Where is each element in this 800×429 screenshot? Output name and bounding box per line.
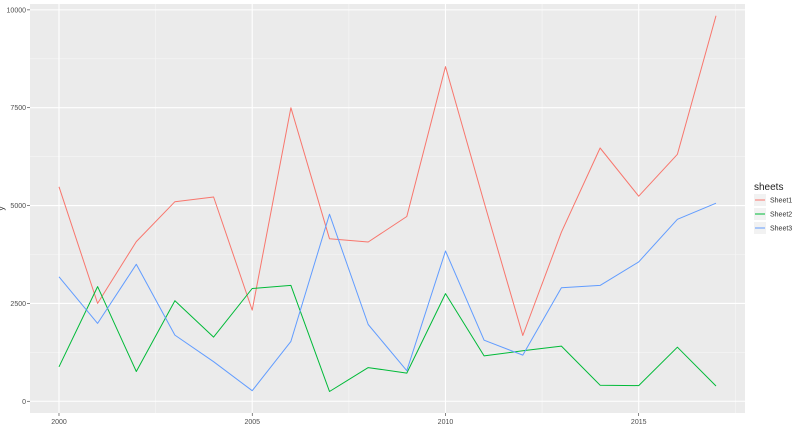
y-tick-label: 10000 — [7, 7, 27, 14]
legend-label-sheet3: Sheet3 — [770, 226, 792, 233]
y-axis-ticks: 0 2500 5000 7500 10000 — [7, 7, 30, 406]
y-axis-title: y — [0, 207, 6, 211]
y-tick-label: 5000 — [10, 203, 26, 210]
major-gridlines — [30, 4, 745, 413]
series-line-sheet2 — [58, 284, 717, 392]
series-line-sheet1 — [58, 15, 717, 336]
series-lines — [58, 15, 717, 392]
legend-label-sheet1: Sheet1 — [770, 198, 792, 205]
minor-gridlines — [30, 4, 745, 413]
x-tick-label: 2005 — [244, 419, 260, 426]
y-tick-label: 7500 — [10, 105, 26, 112]
legend-label-sheet2: Sheet2 — [770, 212, 792, 219]
y-tick-label: 0 — [22, 399, 26, 406]
legend-title: sheets — [754, 182, 783, 193]
x-tick-label: 2010 — [438, 419, 454, 426]
x-tick-label: 2000 — [51, 419, 67, 426]
y-tick-label: 2500 — [10, 301, 26, 308]
series-line-sheet3 — [58, 202, 717, 392]
x-tick-label: 2015 — [631, 419, 647, 426]
x-axis-ticks: 2000 2005 2010 2015 — [51, 413, 647, 426]
plot-panel — [30, 4, 745, 413]
legend: sheets Sheet1 Sheet2 Sheet3 — [754, 182, 792, 234]
